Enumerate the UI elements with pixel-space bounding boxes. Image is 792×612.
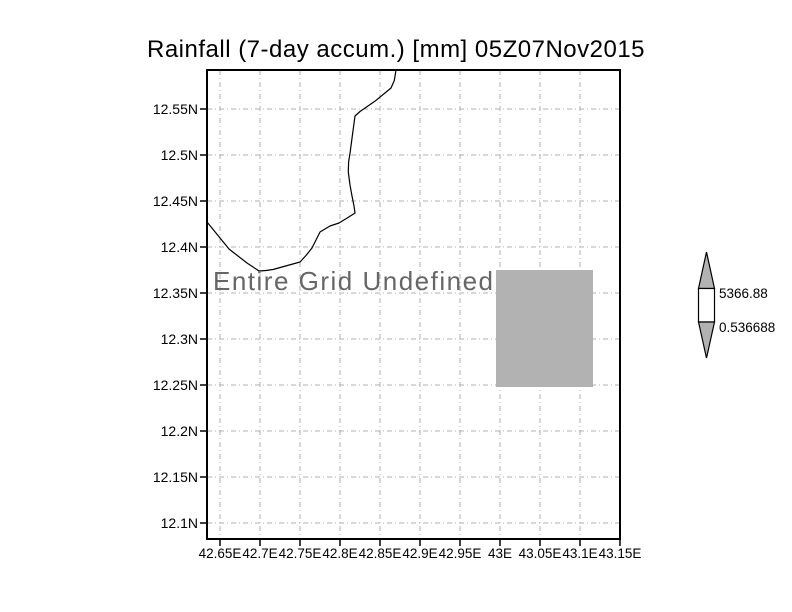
axis-tick-marks — [200, 108, 621, 546]
y-tick-label: 12.2N — [160, 423, 198, 439]
x-tick-label: 43.05E — [518, 546, 562, 561]
y-tick-label: 12.35N — [152, 285, 198, 301]
y-tick-label: 12.5N — [160, 147, 198, 163]
y-tick-label: 12.1N — [160, 515, 198, 531]
y-tick-label: 12.25N — [152, 377, 198, 393]
colorbar-max-label: 5366.88 — [719, 286, 768, 301]
undefined-data-region — [496, 270, 593, 387]
colorbar — [697, 251, 716, 359]
y-tick-label: 12.4N — [160, 239, 198, 255]
x-tick-label: 42.65E — [198, 546, 242, 561]
y-tick-label: 12.3N — [160, 331, 198, 347]
y-tick-label: 12.55N — [152, 101, 198, 117]
x-tick-label: 43.15E — [598, 546, 642, 561]
x-tick-label: 42.8E — [322, 546, 358, 561]
colorbar-top-arrow — [697, 251, 716, 290]
x-tick-label: 42.75E — [278, 546, 322, 561]
x-tick-label: 42.9E — [402, 546, 438, 561]
x-tick-label: 42.85E — [358, 546, 402, 561]
colorbar-value-cell — [697, 287, 716, 323]
x-tick-label: 42.7E — [242, 546, 278, 561]
colorbar-bottom-arrow — [697, 321, 716, 359]
plot-frame — [206, 69, 621, 540]
x-tick-label: 43.1E — [562, 546, 598, 561]
colorbar-min-label: 0.536688 — [719, 320, 776, 335]
entire-grid-undefined-message: Entire Grid Undefined — [213, 266, 495, 296]
coastline-path — [206, 69, 397, 272]
y-tick-label: 12.45N — [152, 193, 198, 209]
y-tick-label: 12.15N — [152, 469, 198, 485]
x-tick-label: 43E — [487, 546, 513, 561]
plot-title: Rainfall (7-day accum.) [mm] 05Z07Nov201… — [146, 36, 646, 63]
x-tick-label: 42.95E — [438, 546, 482, 561]
